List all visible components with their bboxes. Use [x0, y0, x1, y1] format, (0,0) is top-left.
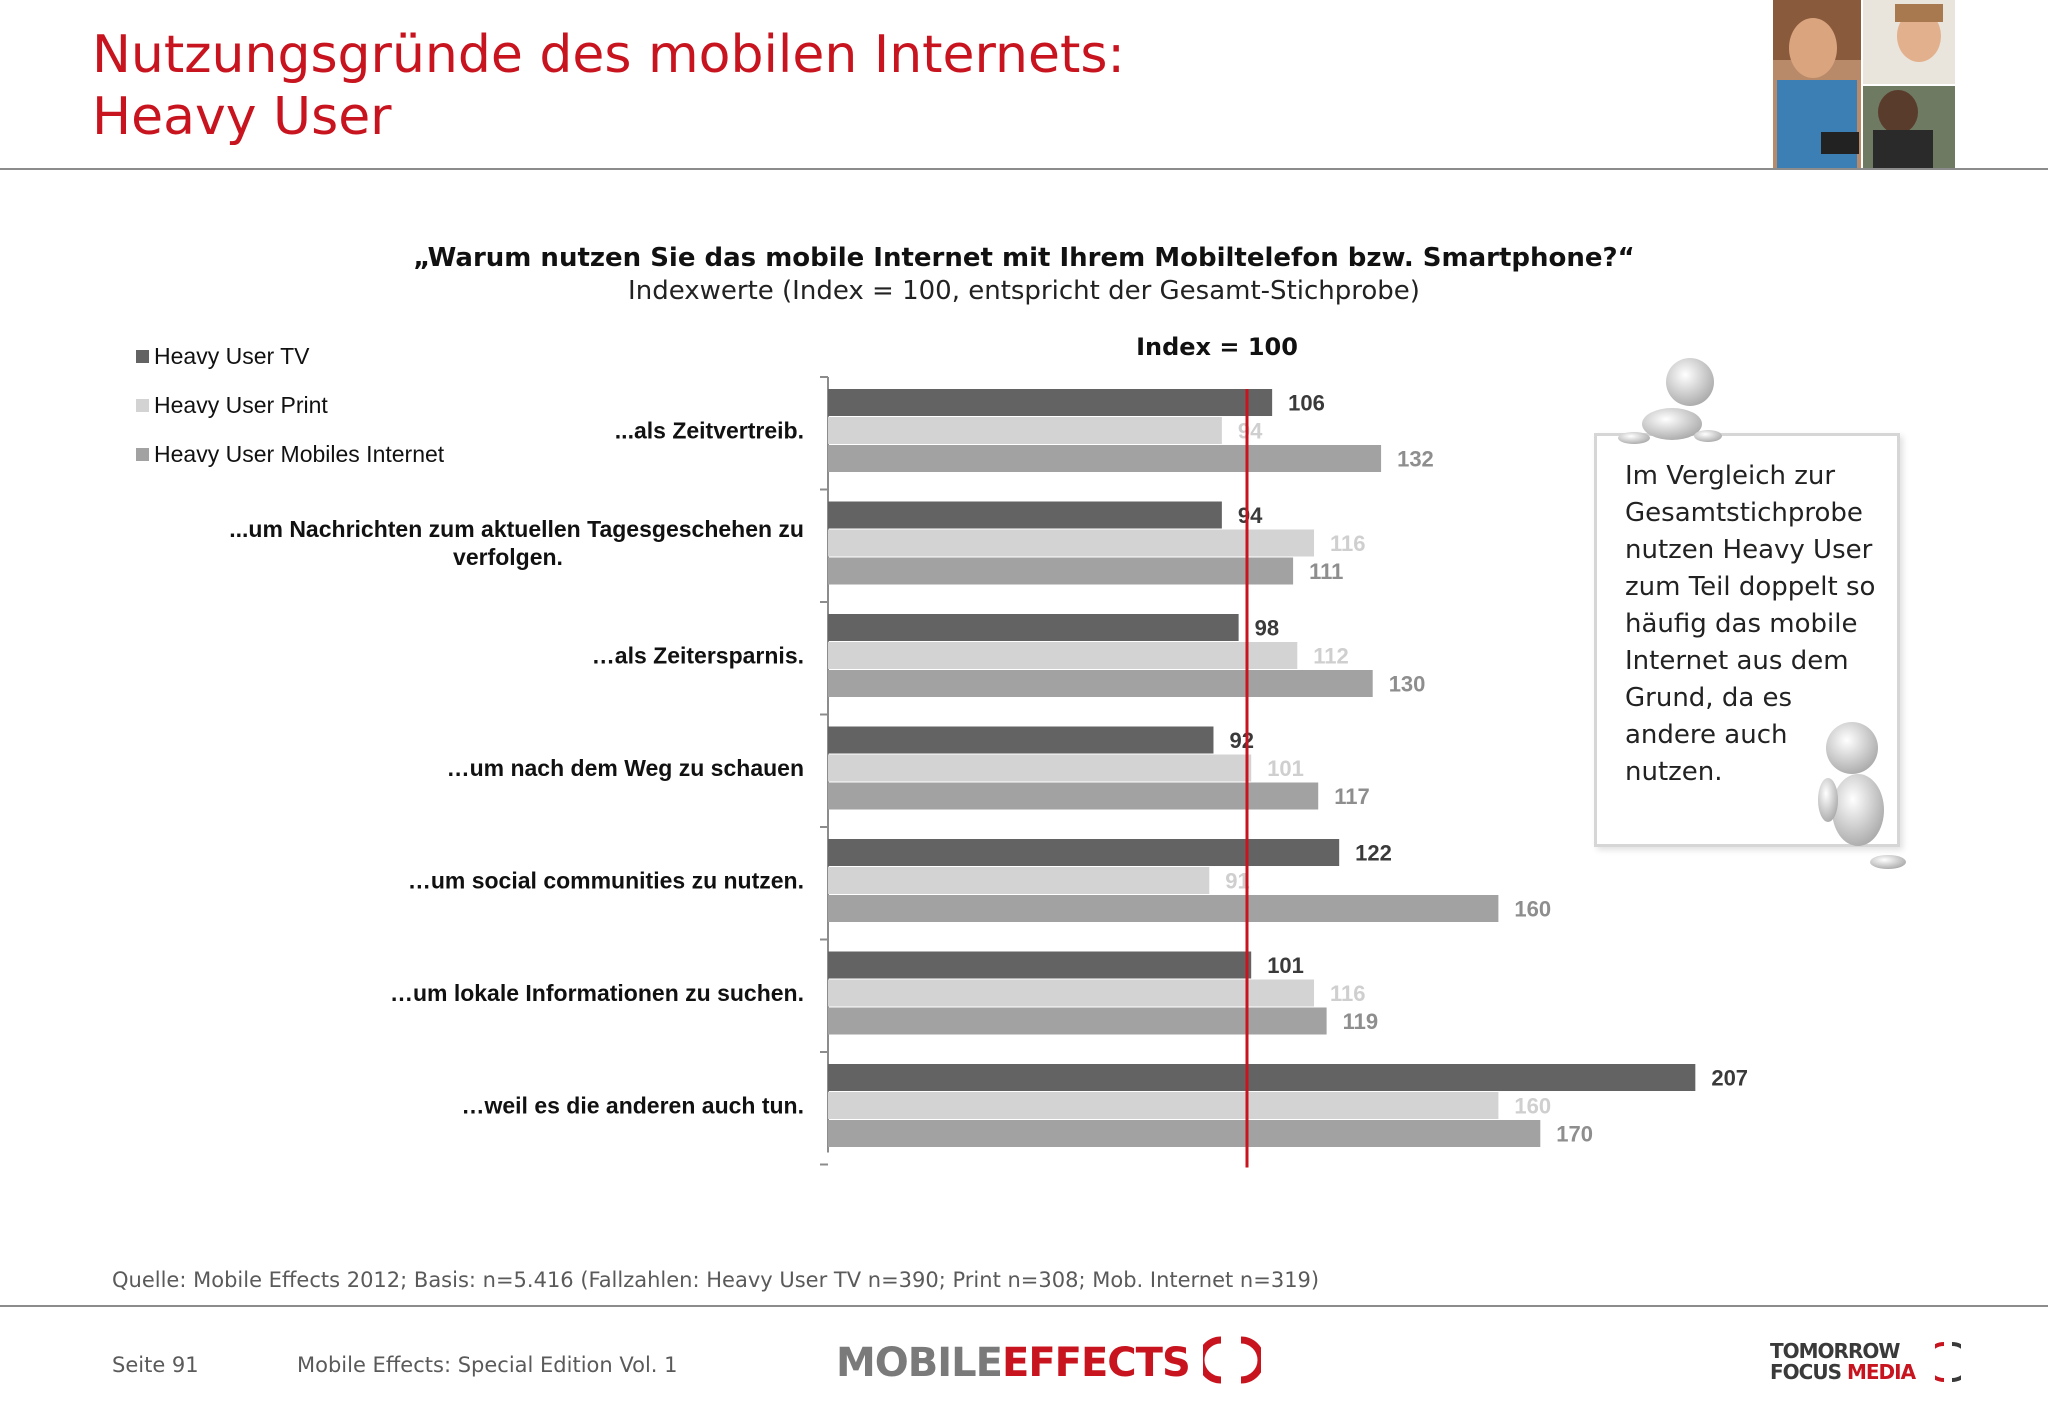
data-label-print: 101 — [1267, 756, 1304, 781]
data-label-print: 112 — [1313, 644, 1349, 669]
data-label-mobile: 170 — [1556, 1122, 1593, 1147]
figure-top-illustration — [1618, 358, 1722, 444]
data-label-mobile: 160 — [1514, 897, 1551, 922]
data-label-mobile: 132 — [1397, 447, 1434, 472]
data-label-mobile: 117 — [1334, 784, 1370, 809]
bar-print — [828, 754, 1252, 782]
data-label-tv: 94 — [1238, 503, 1263, 528]
bar-tv — [828, 1064, 1696, 1091]
data-label-print: 160 — [1514, 1094, 1551, 1119]
bar-tv — [828, 614, 1239, 641]
chart-question: „Warum nutzen Sie das mobile Internet mi… — [413, 243, 1635, 273]
data-label-tv: 106 — [1288, 391, 1325, 416]
logo-focus-text: FOCUS — [1770, 1360, 1842, 1384]
category-label: verfolgen. — [453, 544, 563, 570]
bar-print — [828, 979, 1315, 1007]
data-label-tv: 101 — [1267, 953, 1304, 978]
category-label: …weil es die anderen auch tun. — [461, 1093, 804, 1119]
data-label-tv: 207 — [1711, 1066, 1748, 1091]
bar-mobile — [828, 445, 1382, 472]
bar-print — [828, 417, 1222, 444]
category-label: ...um Nachrichten zum aktuellen Tagesges… — [229, 516, 804, 542]
bar-tv — [828, 839, 1340, 866]
tomorrow-focus-logo: TOMORROW FOCUS MEDIA — [1770, 1339, 1916, 1384]
bar-print — [828, 1092, 1499, 1119]
footer-divider — [0, 1305, 2048, 1307]
legend-label-mobile: Heavy User Mobiles Internet — [154, 441, 445, 467]
figure-side-illustration — [1818, 722, 1906, 869]
logo-tomorrow-line2: FOCUS MEDIA — [1770, 1360, 1916, 1384]
bar-tv — [828, 951, 1252, 979]
legend-label-print: Heavy User Print — [154, 392, 328, 418]
logo-effects-text: EFFECTS — [1002, 1340, 1191, 1386]
logo-parenthesis-icon — [1197, 1336, 1265, 1384]
data-label-tv: 92 — [1229, 728, 1253, 753]
bar-mobile — [828, 557, 1294, 585]
legend-swatch-tv — [136, 350, 149, 363]
data-label-print: 116 — [1330, 981, 1366, 1006]
header-divider — [0, 168, 2048, 170]
data-label-mobile: 111 — [1309, 559, 1343, 584]
bar-mobile — [828, 782, 1319, 810]
edition-label: Mobile Effects: Special Edition Vol. 1 — [297, 1353, 678, 1377]
data-label-mobile: 119 — [1343, 1009, 1379, 1034]
bar-print — [828, 867, 1210, 894]
callout-text: Im Vergleich zur Gesamtstichprobe nutzen… — [1625, 461, 1876, 787]
page-title-line2: Heavy User — [92, 87, 392, 147]
logo-tomorrow-line1: TOMORROW — [1770, 1339, 1900, 1363]
bar-mobile — [828, 670, 1373, 697]
bar-mobile — [828, 895, 1499, 922]
category-label: ...als Zeitvertreib. — [615, 418, 804, 444]
bar-print — [828, 642, 1298, 669]
mobile-effects-logo: MOBILEEFFECTS — [836, 1336, 1265, 1386]
data-label-tv: 98 — [1255, 616, 1279, 641]
bar-mobile — [828, 1007, 1327, 1035]
bar-print — [828, 529, 1315, 557]
data-label-print: 116 — [1330, 531, 1366, 556]
header-photo-collage — [1773, 0, 1955, 170]
legend-item-print: Heavy User Print — [136, 381, 444, 430]
bar-tv — [828, 389, 1273, 416]
reference-line-label: Index = 100 — [1136, 333, 1298, 361]
page-title: Nutzungsgründe des mobilen Internets: He… — [92, 24, 1125, 148]
page-title-line1: Nutzungsgründe des mobilen Internets: — [92, 25, 1125, 85]
page-number: Seite 91 — [112, 1353, 199, 1377]
category-label: …um social communities zu nutzen. — [408, 868, 804, 894]
bar-tv — [828, 726, 1214, 754]
chart-subtitle: Indexwerte (Index = 100, entspricht der … — [628, 276, 1420, 306]
category-label: …als Zeitersparnis. — [592, 643, 804, 669]
legend-swatch-print — [136, 399, 149, 412]
data-label-mobile: 130 — [1389, 672, 1426, 697]
bar-mobile — [828, 1120, 1541, 1147]
tomorrow-logo-parenthesis-icon — [1935, 1342, 1961, 1382]
source-note: Quelle: Mobile Effects 2012; Basis: n=5.… — [112, 1268, 1320, 1292]
legend-swatch-mobile — [136, 448, 149, 461]
category-label: …um nach dem Weg zu schauen — [447, 755, 804, 781]
chart-legend: Heavy User TV Heavy User Print Heavy Use… — [136, 332, 444, 479]
data-label-print: 94 — [1238, 419, 1263, 444]
legend-item-tv: Heavy User TV — [136, 332, 444, 381]
legend-label-tv: Heavy User TV — [154, 343, 310, 369]
logo-media-text: MEDIA — [1846, 1360, 1916, 1384]
bar-tv — [828, 501, 1222, 529]
category-label: …um lokale Informationen zu suchen. — [390, 980, 804, 1006]
legend-item-mobile: Heavy User Mobiles Internet — [136, 430, 444, 479]
logo-mobile-text: MOBILE — [836, 1340, 1003, 1386]
data-label-tv: 122 — [1355, 841, 1392, 866]
